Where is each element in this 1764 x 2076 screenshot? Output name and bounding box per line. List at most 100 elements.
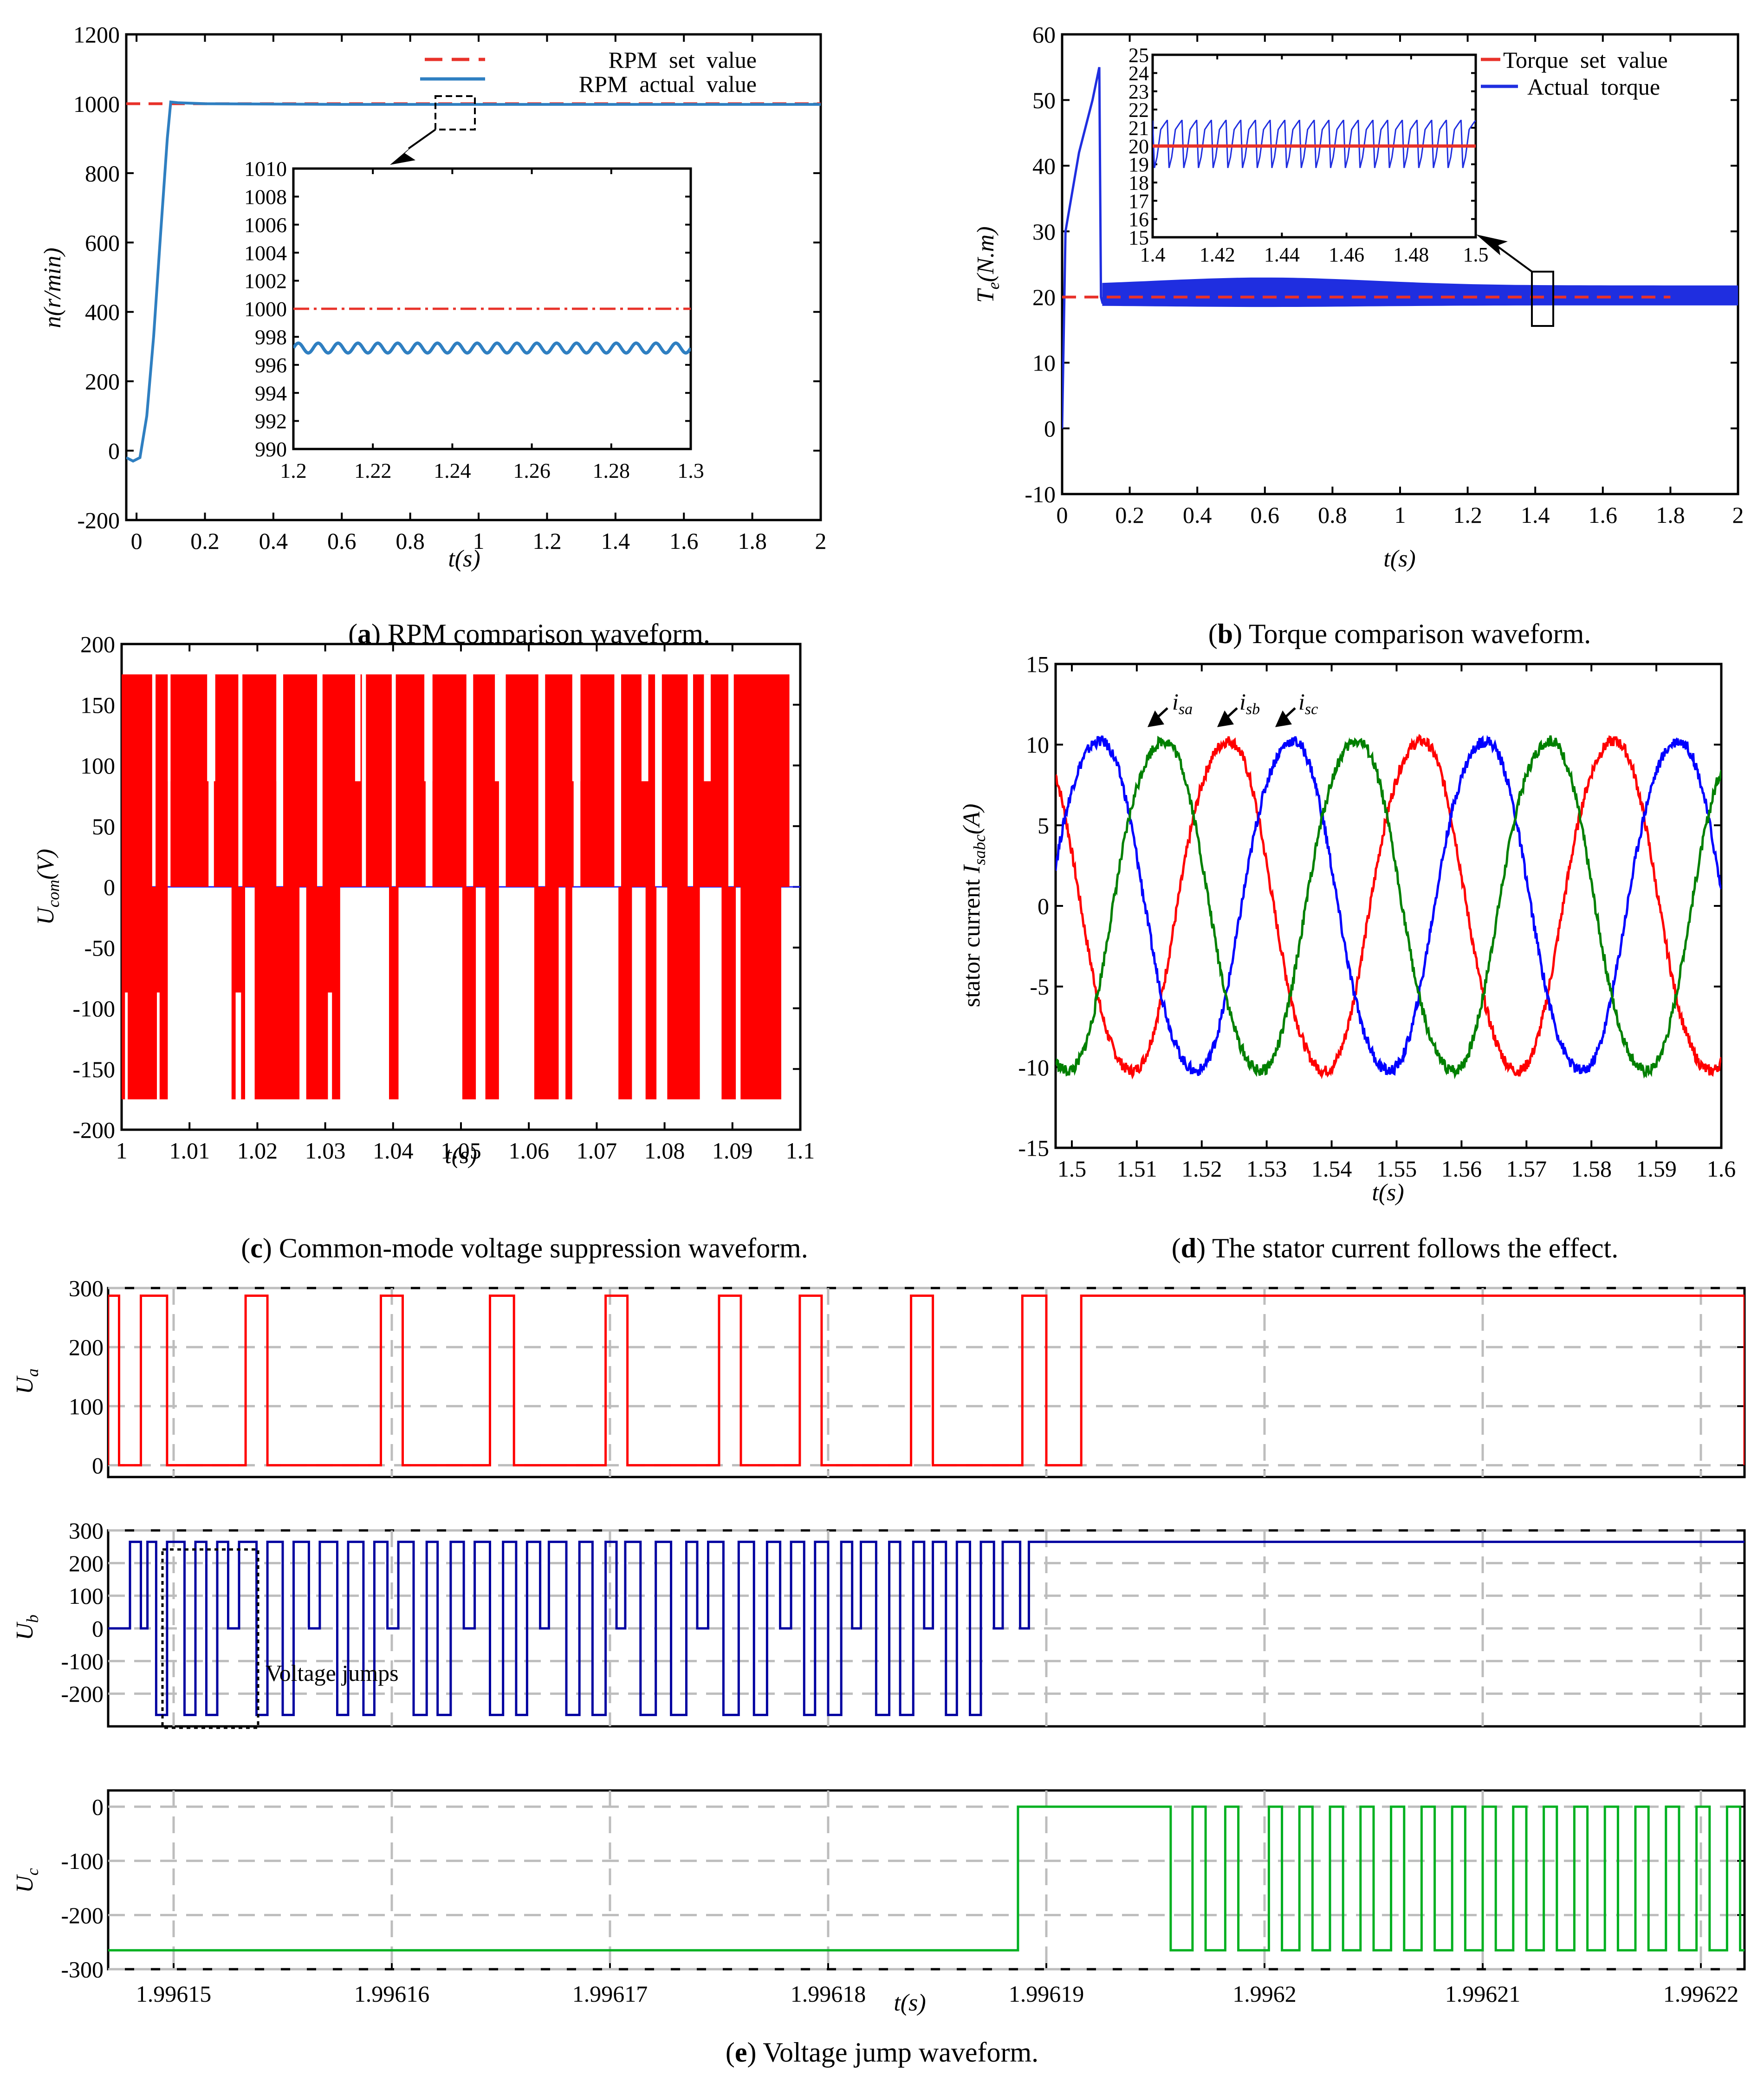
y-tick-label: -5 [1030,974,1049,1000]
ticks-c: 1 1.01 1.02 1.03 1.04 1.05 1.06 1.07 1.08 1.09 1.1… [72,631,815,1164]
x-tick-label: 1.2 [1453,502,1482,528]
x-tick-label: 1.52 [1181,1156,1222,1182]
cmv-positive-block [396,674,426,887]
xlabel-b: t(s) [1383,546,1415,572]
panel-d: 1.5 1.51 1.52 1.53 1.54 1.55 1.56 1.57 1.58 1.59 1… [959,651,1736,1264]
x-tick-label: 1.8 [1656,502,1685,528]
y-tick-label: 100 [69,1393,104,1419]
y-tick-label: 994 [255,381,287,405]
legend-a: RPM set value RPM actual value [420,47,757,97]
y-tick-label: 50 [1032,87,1056,113]
x-tick-label: 0.8 [396,528,425,554]
caption-b-letter: b [1218,618,1233,649]
legend-label-set: RPM set value [609,47,757,73]
xlabel-d: t(s) [1372,1179,1404,1206]
y-tick-label: -50 [84,935,115,961]
x-tick-label: 1.24 [434,459,471,482]
y-tick-label: 200 [80,631,115,657]
series-isa [1056,734,1721,1080]
cmv-negative-block [254,887,300,1100]
x-tick-label: 0.4 [1183,502,1212,528]
inset-series-actual-torque [1153,120,1476,169]
y-tick-label: 0 [92,1616,104,1642]
ticks-a: 0 0.2 0.4 0.6 0.8 1 1.2 1.4 1.6 1.8 2 -200 0 200 400 60… [73,22,827,554]
y-tick-label: -200 [61,1681,104,1707]
y-tick-label: 30 [1032,219,1056,245]
y-tick-label: 998 [255,325,287,349]
voltage-jump-label: Voltage jumps [266,1660,399,1686]
y-tick-label: 600 [85,230,120,256]
cmv-mid-gap [641,674,649,781]
zoom-arrowhead-a [390,139,420,165]
cmv-positive-block [580,674,615,887]
y-tick-label: -200 [77,508,120,534]
y-tick-label: 200 [69,1550,104,1576]
x-tick-label: 1.51 [1116,1156,1157,1182]
x-tick-label: 0.8 [1318,502,1347,528]
x-tick-label: 1.56 [1441,1156,1482,1182]
cmv-mid-gap [168,674,171,781]
y-tick-label: -150 [72,1056,115,1082]
y-tick-label: 25 [1128,44,1149,66]
cmv-negative-block [618,887,632,1100]
series-rpm-actual [126,100,821,463]
y-tick-label: 10 [1032,350,1056,376]
y-tick-label: 19 [1128,153,1149,176]
x-tick-label: 1.44 [1264,243,1300,266]
ylabel-ub: Ub [12,1614,42,1640]
y-tick-label: 0 [1038,893,1049,919]
x-tick-label: 1.4 [601,528,630,554]
x-tick-label: 1.09 [712,1138,753,1164]
y-tick-label: 100 [69,1583,104,1609]
y-tick-label: 992 [255,410,287,433]
y-tick-label: 40 [1032,153,1056,179]
y-tick-label: 20 [1128,135,1149,158]
zoom-box-b [1531,271,1554,327]
y-tick-label: 60 [1032,22,1056,48]
current-annotations: isa isb isc [1148,689,1318,727]
x-tick-label: 1.22 [354,459,392,482]
y-tick-label: 1004 [244,241,287,265]
x-tick-label: 1.99621 [1445,1981,1521,2007]
x-tick-label: 1.03 [305,1138,346,1164]
x-tick-label: 1.6 [1589,502,1618,528]
y-tick-label: 0 [1044,416,1056,442]
y-tick-label: 150 [80,692,115,718]
x-tick-label: 1.48 [1393,243,1429,266]
cmv-positive-block [473,674,499,887]
y-tick-label: 16 [1128,208,1149,231]
y-tick-label: 17 [1128,190,1149,213]
ylabel-a: n(r/min) [39,247,66,328]
y-tick-label: 300 [69,1276,104,1302]
y-tick-label: 300 [69,1518,104,1544]
x-tick-label: 1.55 [1376,1156,1417,1182]
cmv-mid-gap [157,992,160,1100]
cmv-negative-block [721,887,736,1100]
xlabel-a: t(s) [448,546,480,572]
y-tick-label: 18 [1128,172,1149,195]
x-tick-label: 1.2 [532,528,562,554]
cmv-negative-block [389,887,399,1100]
x-tick-label: 1.28 [593,459,630,482]
x-tick-label: 1 [473,528,485,554]
cmv-negative-block [645,887,657,1100]
x-tick-label: 1.99616 [354,1981,430,2007]
x-tick-label: 1.01 [169,1138,210,1164]
x-tick-label: 1.8 [738,528,767,554]
x-tick-label: 1.6 [1707,1156,1736,1182]
cmv-negative-block [306,887,340,1100]
arrowhead-isa [1148,710,1164,727]
x-tick-label: 1.6 [669,528,699,554]
ylabel-ua: Ua [12,1368,42,1394]
axes-frame-uc [107,1789,1746,1971]
cmv-positive-block [733,674,790,887]
cmv-mid-gap [572,674,581,781]
y-tick-label: 200 [85,369,120,395]
y-tick-label: 23 [1128,80,1149,103]
cmv-negative-block [534,887,559,1100]
ticks-e: 0 100 200 300 -200 -100 0 100 200 300 1.99615 1.996… [61,1276,1745,2007]
zoom-box-a [435,95,476,130]
y-tick-label: -10 [1018,1054,1049,1080]
caption-e: (e) Voltage jump waveform. [726,2037,1038,2068]
